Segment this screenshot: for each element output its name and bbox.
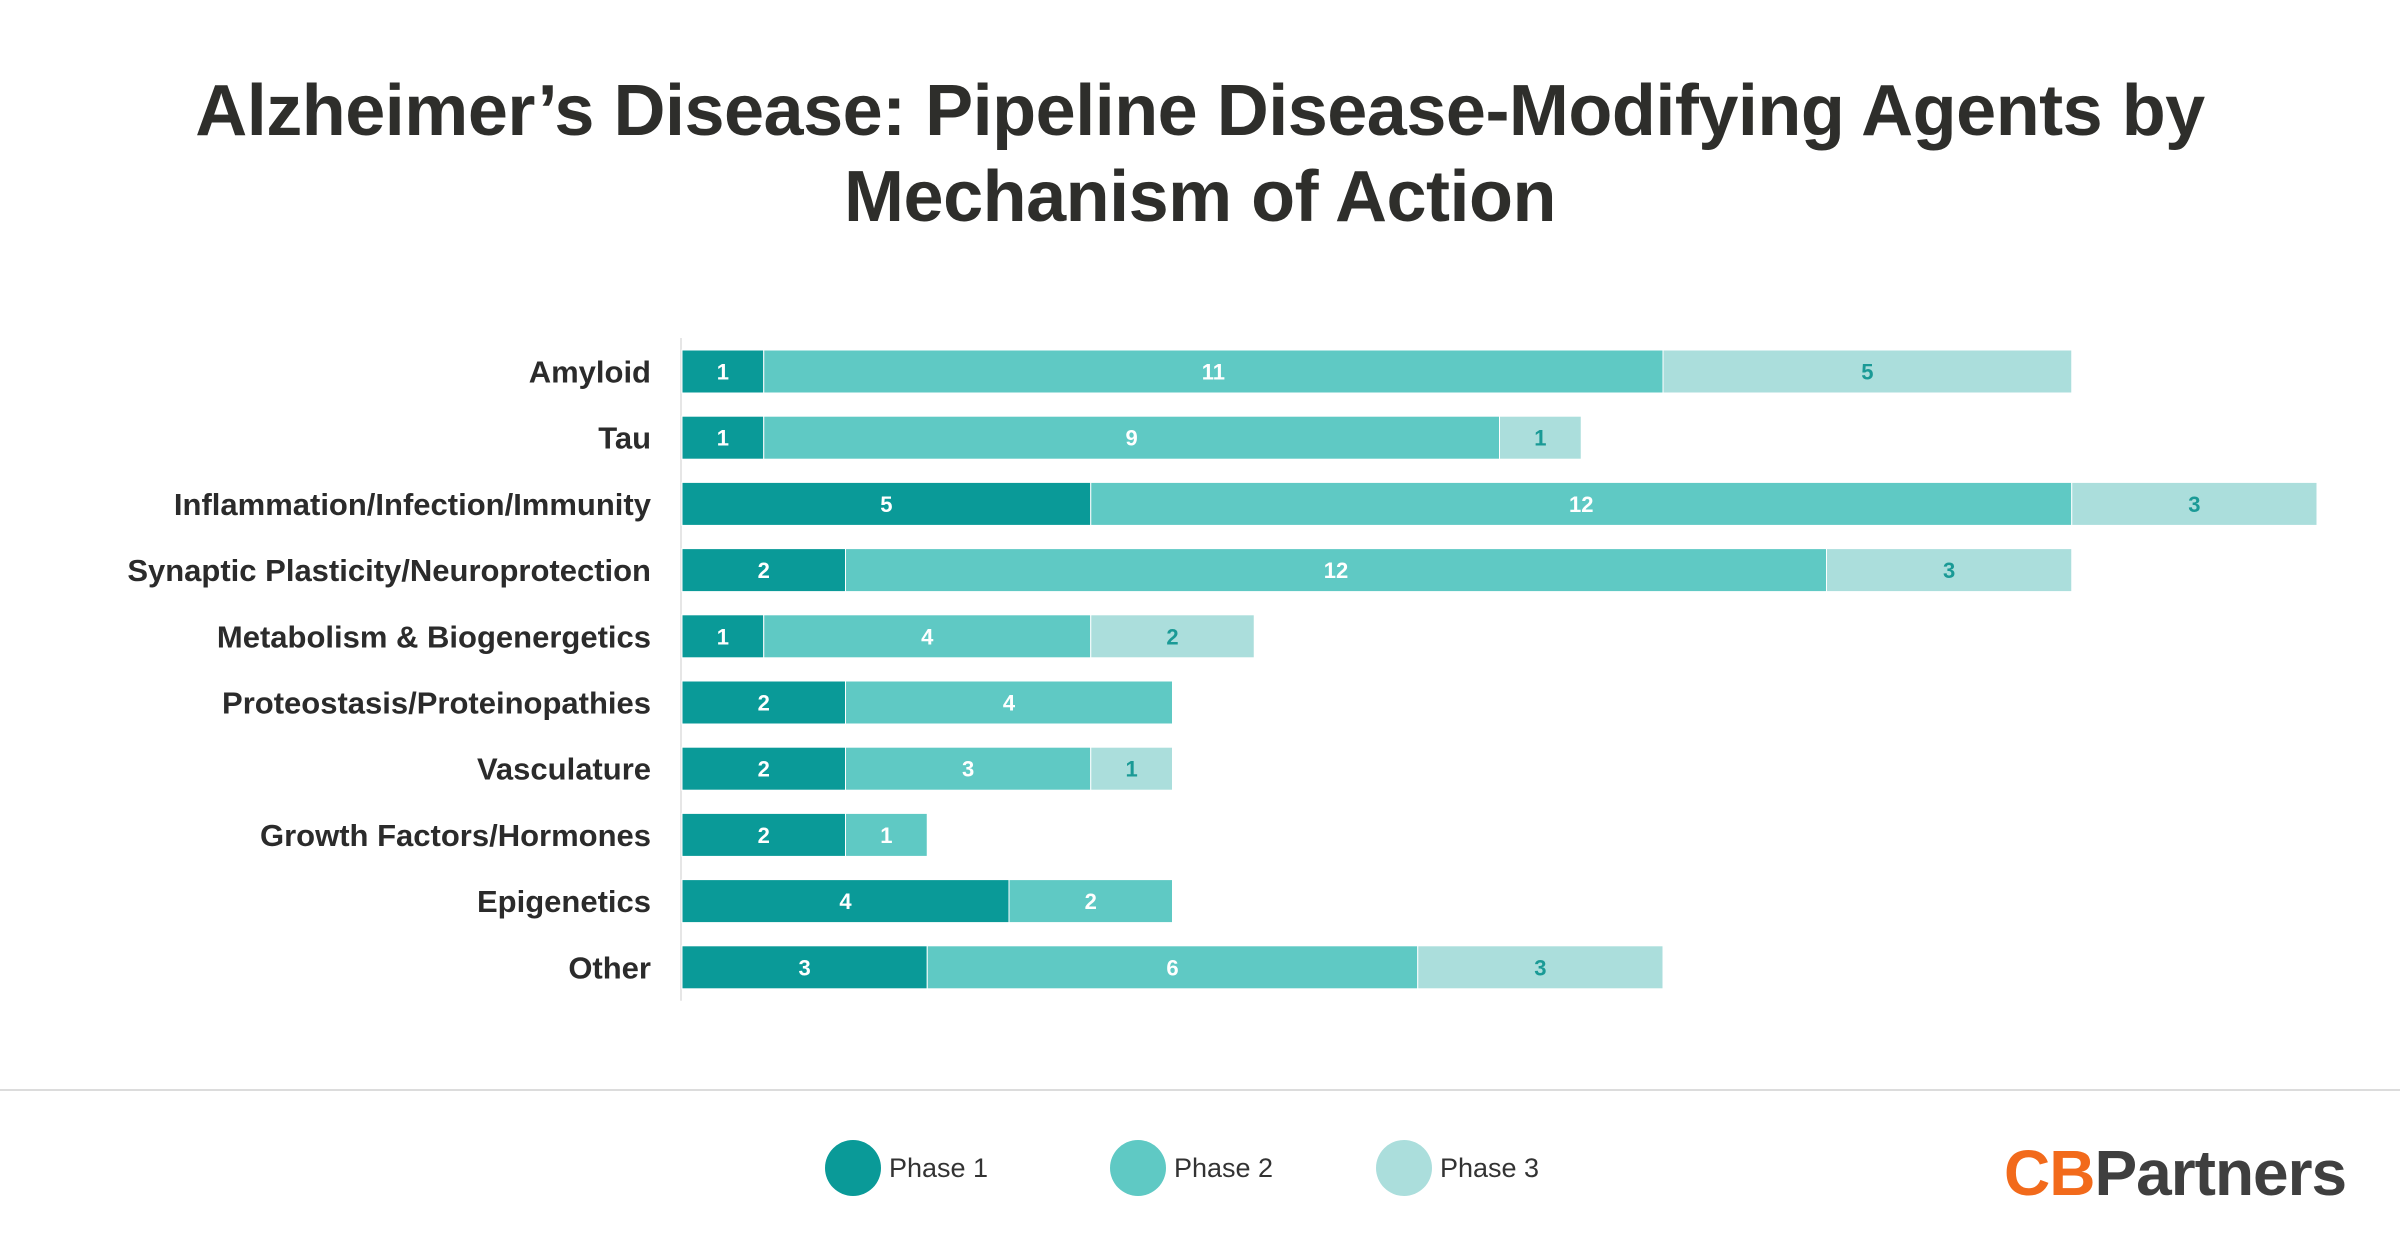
bar-segment-phase-1	[681, 614, 765, 659]
bar-segment-phase-3	[2071, 481, 2318, 526]
legend-item-phase-2: Phase 2	[1110, 1140, 1273, 1196]
legend-item-phase-1: Phase 1	[825, 1140, 988, 1196]
bar-segment-phase-3	[1499, 415, 1582, 460]
data-label: 2	[758, 691, 770, 716]
bar-segment-phase-2	[845, 548, 1827, 593]
bar-segment-phase-1	[681, 349, 765, 394]
category-label: Synaptic Plasticity/Neuroprotection	[127, 553, 651, 588]
category-label: Proteostasis/Proteinopathies	[222, 686, 651, 721]
data-label: 2	[1085, 889, 1097, 914]
bar-segment-phase-1	[681, 680, 846, 725]
data-label: 2	[1166, 624, 1178, 649]
data-label: 3	[1534, 955, 1546, 980]
bar-segment-phase-2	[763, 614, 1092, 659]
bar-segment-phase-3	[1090, 746, 1173, 791]
data-label: 1	[1534, 426, 1546, 451]
bar-segment-phase-2	[1008, 879, 1173, 924]
footer-divider	[0, 1089, 2400, 1091]
data-label: 12	[1569, 492, 1593, 517]
data-label: 1	[717, 426, 729, 451]
data-label: 4	[921, 624, 934, 649]
bar-segment-phase-3	[1826, 548, 2073, 593]
bar-segment-phase-1	[681, 812, 846, 857]
legend-swatch-phase-3	[1376, 1140, 1432, 1196]
legend-label-phase-1: Phase 1	[889, 1152, 989, 1183]
bar-segment-phase-1	[681, 945, 928, 990]
legend-label-phase-2: Phase 2	[1174, 1152, 1274, 1183]
bar-segment-phase-1	[681, 879, 1010, 924]
logo-partners-text: Partners	[2094, 1137, 2347, 1209]
legend-swatch-phase-2	[1110, 1140, 1166, 1196]
bar-segment-phase-2	[926, 945, 1419, 990]
data-label: 2	[758, 757, 770, 782]
bar-segment-phase-2	[845, 680, 1173, 725]
chart-title: Alzheimer’s Disease: Pipeline Disease-Mo…	[195, 71, 2205, 237]
data-label: 3	[962, 757, 974, 782]
bar-segment-phase-3	[1662, 349, 2073, 394]
data-label: 9	[1126, 426, 1138, 451]
data-label: 12	[1324, 558, 1348, 583]
data-label: 3	[799, 955, 811, 980]
data-label: 5	[1861, 360, 1873, 385]
data-label: 1	[1126, 757, 1138, 782]
data-label: 1	[880, 823, 892, 848]
data-label: 4	[839, 889, 852, 914]
legend-swatch-phase-1	[825, 1140, 881, 1196]
category-label: Inflammation/Infection/Immunity	[174, 487, 652, 522]
legend-item-phase-3: Phase 3	[1376, 1140, 1539, 1196]
category-label: Metabolism & Biogenergetics	[217, 619, 651, 654]
category-label: Epigenetics	[477, 884, 651, 919]
category-label: Vasculature	[477, 752, 651, 787]
legend-label-phase-3: Phase 3	[1440, 1152, 1540, 1183]
bar-segment-phase-2	[845, 746, 1092, 791]
bar-segment-phase-3	[1417, 945, 1664, 990]
data-label: 1	[717, 360, 729, 385]
bar-segment-phase-2	[763, 349, 1664, 394]
data-label: 4	[1003, 691, 1016, 716]
data-label: 5	[880, 492, 892, 517]
bar-segment-phase-2	[845, 812, 928, 857]
data-label: 11	[1202, 360, 1225, 385]
category-label: Growth Factors/Hormones	[260, 818, 651, 853]
data-label: 1	[717, 624, 729, 649]
category-label: Other	[568, 950, 651, 985]
data-label: 3	[2188, 492, 2200, 517]
bar-segment-phase-3	[1090, 614, 1255, 659]
category-label: Tau	[598, 421, 651, 456]
data-label: 6	[1166, 955, 1178, 980]
bar-segment-phase-1	[681, 415, 765, 460]
cb-partners-logo: CB Partners	[2004, 1137, 2347, 1209]
data-label: 2	[758, 823, 770, 848]
data-label: 2	[758, 558, 770, 583]
data-label: 3	[1943, 558, 1955, 583]
logo-cb-mark: CB	[2004, 1137, 2095, 1209]
bar-segment-phase-2	[763, 415, 1500, 460]
category-label: Amyloid	[529, 355, 651, 390]
